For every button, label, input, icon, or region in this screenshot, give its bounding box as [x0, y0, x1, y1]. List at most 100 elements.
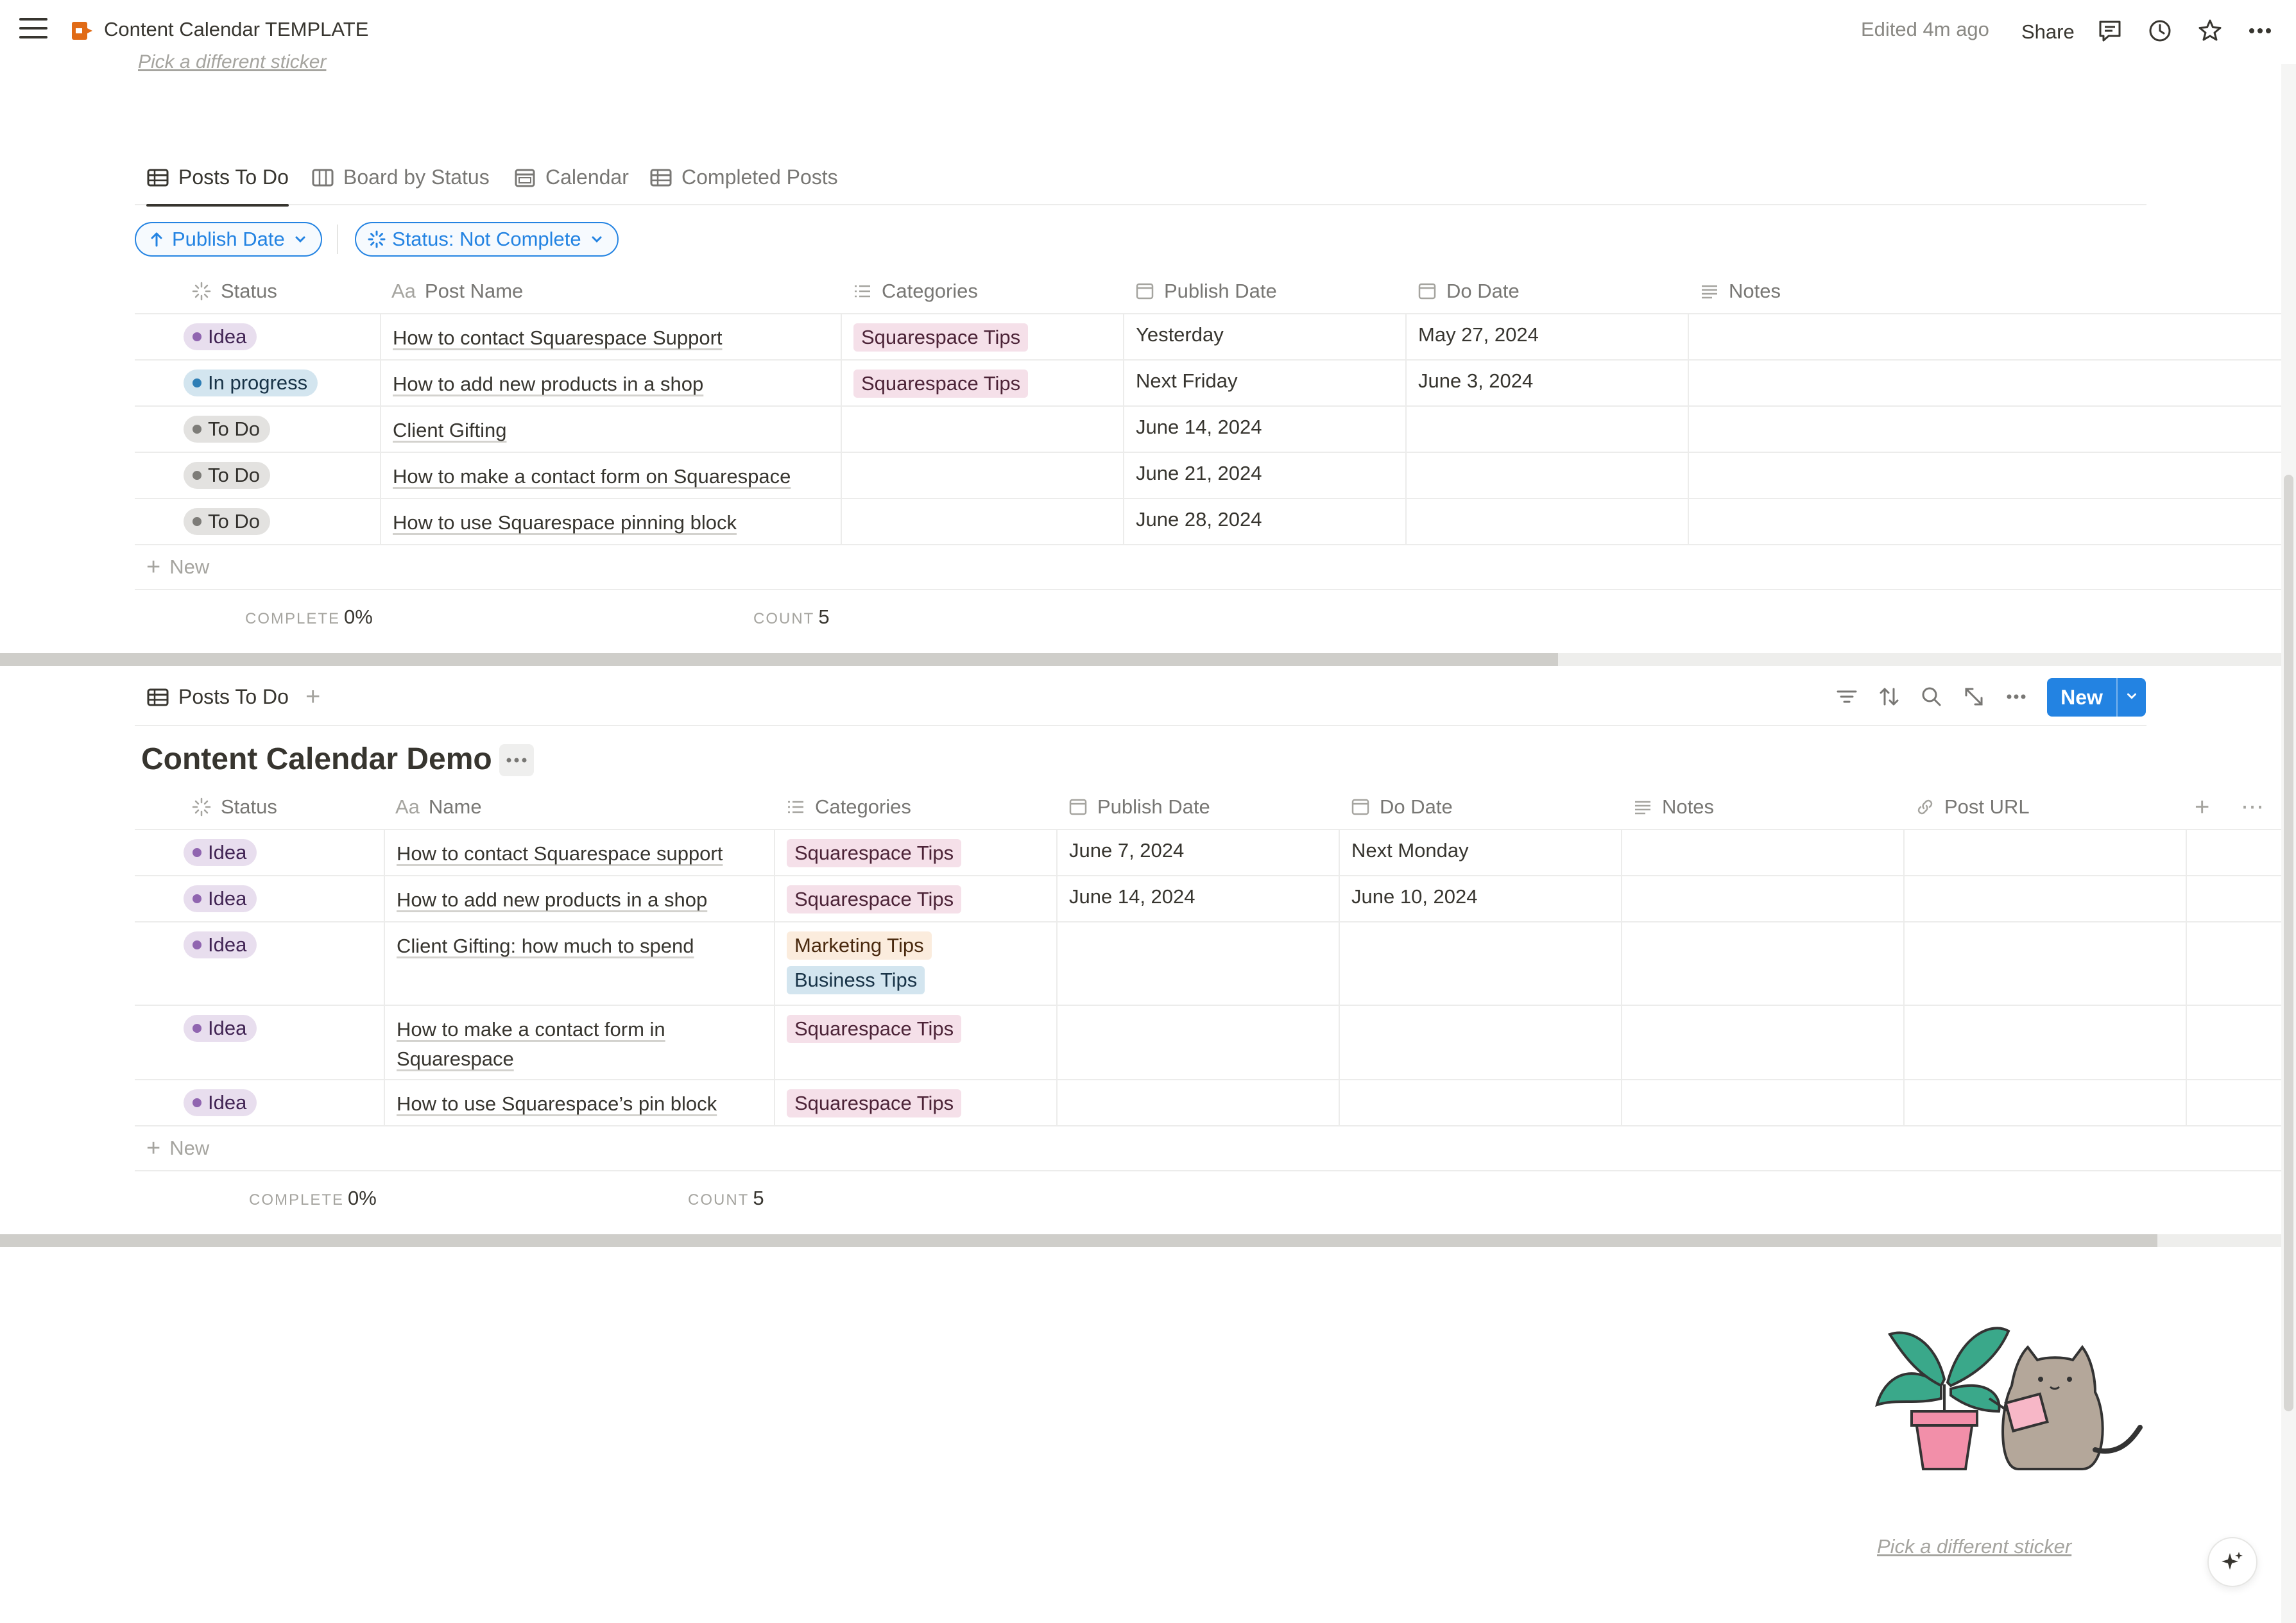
notes-cell[interactable] — [1689, 361, 2281, 405]
do-date-cell[interactable]: June 3, 2024 — [1407, 361, 1689, 405]
header-status[interactable]: Status — [191, 784, 277, 830]
publish-date-cell[interactable]: June 14, 2024 — [1058, 876, 1340, 921]
notes-cell[interactable] — [1622, 876, 1905, 921]
table-row[interactable]: Idea How to contact Squarespace Support … — [135, 314, 2281, 361]
ai-sparkle-button[interactable] — [2207, 1537, 2257, 1587]
header-notes[interactable]: Notes — [1699, 268, 1781, 314]
notes-cell[interactable] — [1622, 1006, 1905, 1079]
categories-cell[interactable] — [842, 499, 1124, 544]
tab-posts-to-do[interactable]: Posts To Do — [146, 166, 289, 207]
notes-cell[interactable] — [1689, 499, 2281, 544]
horizontal-scrollbar[interactable] — [0, 653, 2281, 666]
do-date-cell[interactable]: May 27, 2024 — [1407, 314, 1689, 359]
publish-date-cell[interactable]: Next Friday — [1124, 361, 1407, 405]
database-more-icon[interactable] — [499, 744, 534, 776]
categories-cell[interactable] — [842, 453, 1124, 498]
post-name[interactable]: How to contact Squarespace support — [397, 842, 723, 865]
column-more-icon[interactable]: ⋯ — [2241, 793, 2264, 819]
tab-calendar[interactable]: Calendar — [513, 166, 629, 204]
post-name[interactable]: How to make a contact form on Squarespac… — [393, 465, 791, 488]
name-cell[interactable]: How to add new products in a shop — [381, 361, 842, 405]
name-cell[interactable]: How to use Squarespace’s pin block — [385, 1080, 775, 1125]
notes-cell[interactable] — [1689, 407, 2281, 452]
tab-board-by-status[interactable]: Board by Status — [311, 166, 490, 204]
post-name[interactable]: How to add new products in a shop — [393, 373, 704, 395]
do-date-cell[interactable]: Next Monday — [1340, 830, 1622, 875]
status-cell[interactable]: To Do — [135, 499, 381, 544]
do-date-cell[interactable] — [1340, 1080, 1622, 1125]
post-name[interactable]: How to make a contact form in Squarespac… — [397, 1018, 665, 1070]
table-row[interactable]: To Do How to use Squarespace pinning blo… — [135, 499, 2281, 545]
sort-icon[interactable] — [1876, 684, 1902, 710]
status-cell[interactable]: Idea — [135, 922, 385, 1005]
more-options-icon[interactable] — [2003, 684, 2029, 710]
publish-date-cell[interactable] — [1058, 1080, 1340, 1125]
publish-date-cell[interactable]: June 21, 2024 — [1124, 453, 1407, 498]
name-cell[interactable]: How to contact Squarespace support — [385, 830, 775, 875]
post-url-cell[interactable] — [1905, 1080, 2187, 1125]
new-row-button[interactable]: + New — [135, 1126, 2281, 1171]
publish-date-cell[interactable] — [1058, 1006, 1340, 1079]
notes-cell[interactable] — [1689, 453, 2281, 498]
publish-date-cell[interactable]: June 14, 2024 — [1124, 407, 1407, 452]
notes-cell[interactable] — [1622, 830, 1905, 875]
do-date-cell[interactable] — [1407, 499, 1689, 544]
name-cell[interactable]: How to make a contact form in Squarespac… — [385, 1006, 775, 1079]
status-cell[interactable]: To Do — [135, 407, 381, 452]
do-date-cell[interactable] — [1340, 922, 1622, 1005]
tab-completed-posts[interactable]: Completed Posts — [649, 166, 838, 204]
table-row[interactable]: Idea How to make a contact form in Squar… — [135, 1006, 2281, 1080]
new-button-label[interactable]: New — [2047, 678, 2118, 717]
do-date-cell[interactable]: June 10, 2024 — [1340, 876, 1622, 921]
name-cell[interactable]: How to add new products in a shop — [385, 876, 775, 921]
notes-cell[interactable] — [1689, 314, 2281, 359]
table-row[interactable]: Idea How to use Squarespace’s pin block … — [135, 1080, 2281, 1126]
name-cell[interactable]: Client Gifting: how much to spend — [385, 922, 775, 1005]
notes-cell[interactable] — [1622, 922, 1905, 1005]
post-url-cell[interactable] — [1905, 830, 2187, 875]
table-row[interactable]: In progress How to add new products in a… — [135, 361, 2281, 407]
header-do-date[interactable]: Do Date — [1417, 268, 1520, 314]
status-cell[interactable]: Idea — [135, 314, 381, 359]
notes-cell[interactable] — [1622, 1080, 1905, 1125]
status-cell[interactable]: Idea — [135, 830, 385, 875]
table-row[interactable]: To Do Client Gifting June 14, 2024 — [135, 407, 2281, 453]
post-name[interactable]: How to use Squarespace’s pin block — [397, 1092, 717, 1115]
count-calculation[interactable]: COUNT 5 — [688, 1187, 764, 1210]
header-publish-date[interactable]: Publish Date — [1135, 268, 1277, 314]
categories-cell[interactable]: Squarespace Tips — [775, 1006, 1058, 1079]
database-title[interactable]: Content Calendar Demo — [141, 742, 492, 776]
tab-posts-to-do-view2[interactable]: Posts To Do — [146, 685, 289, 709]
header-publish-date[interactable]: Publish Date — [1068, 784, 1210, 830]
sticker-link-top[interactable]: Pick a different sticker — [138, 51, 327, 72]
new-row-button[interactable]: + New — [135, 545, 2281, 590]
name-cell[interactable]: How to use Squarespace pinning block — [381, 499, 842, 544]
status-filter-pill[interactable]: Status: Not Complete — [355, 222, 619, 257]
new-record-button[interactable]: New — [2047, 678, 2146, 717]
status-cell[interactable]: To Do — [135, 453, 381, 498]
post-name[interactable]: Client Gifting: how much to spend — [397, 935, 694, 957]
categories-cell[interactable]: Marketing Tips Business Tips — [775, 922, 1058, 1005]
sort-publish-date-pill[interactable]: Publish Date — [135, 222, 322, 257]
categories-cell[interactable]: Squarespace Tips — [775, 830, 1058, 875]
add-view-plus-icon[interactable]: + — [305, 683, 321, 711]
chevron-down-icon[interactable] — [2118, 686, 2146, 710]
do-date-cell[interactable] — [1407, 407, 1689, 452]
post-name[interactable]: Client Gifting — [393, 419, 507, 441]
post-url-cell[interactable] — [1905, 1006, 2187, 1079]
header-categories[interactable]: Categories — [785, 784, 911, 830]
status-cell[interactable]: Idea — [135, 1080, 385, 1125]
filter-icon[interactable] — [1834, 684, 1860, 710]
header-do-date[interactable]: Do Date — [1350, 784, 1453, 830]
publish-date-cell[interactable]: June 7, 2024 — [1058, 830, 1340, 875]
search-icon[interactable] — [1919, 684, 1944, 710]
status-cell[interactable]: In progress — [135, 361, 381, 405]
page-title[interactable]: Content Calendar TEMPLATE — [104, 18, 369, 40]
name-cell[interactable]: How to make a contact form on Squarespac… — [381, 453, 842, 498]
publish-date-cell[interactable] — [1058, 922, 1340, 1005]
publish-date-cell[interactable]: June 28, 2024 — [1124, 499, 1407, 544]
name-cell[interactable]: Client Gifting — [381, 407, 842, 452]
horizontal-scrollbar[interactable] — [0, 1234, 2281, 1247]
post-url-cell[interactable] — [1905, 922, 2187, 1005]
more-options-icon[interactable] — [2246, 17, 2274, 45]
